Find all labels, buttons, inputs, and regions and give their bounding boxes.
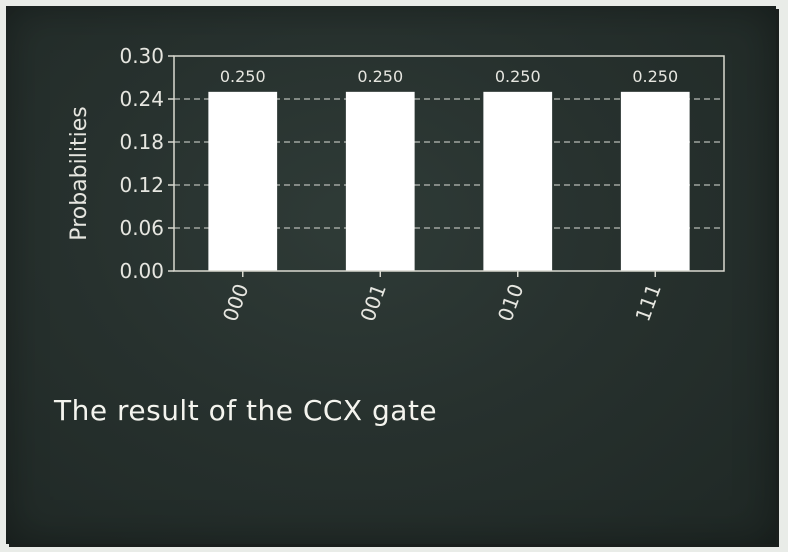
- bar-111: [620, 91, 690, 271]
- data-label: 0.250: [357, 67, 403, 86]
- x-tick-label: 000: [218, 281, 254, 325]
- y-tick-label: 0.12: [119, 173, 164, 197]
- y-tick-label: 0.00: [119, 259, 164, 283]
- x-tick-label: 111: [630, 281, 666, 325]
- plot-frame: [173, 55, 725, 272]
- axes: [173, 55, 725, 272]
- bars: [208, 91, 690, 271]
- bar-001: [345, 91, 415, 271]
- y-tick-label: 0.18: [119, 130, 164, 154]
- bar-chart: 0.250 0.250 0.250 0.250 0.00 0.06 0.12 0.18 0.2…: [67, 44, 725, 325]
- x-tick-label: 001: [355, 281, 391, 325]
- y-tick-label: 0.24: [119, 87, 164, 111]
- data-labels: 0.250 0.250 0.250 0.250: [220, 67, 678, 86]
- y-tick-label: 0.30: [119, 44, 164, 68]
- chalkboard: 0.250 0.250 0.250 0.250 0.00 0.06 0.12 0.18 0.2…: [6, 6, 776, 544]
- caption-text: The result of the CCX gate: [54, 394, 438, 427]
- x-tick-label: 010: [493, 281, 529, 325]
- bar-000: [208, 91, 278, 271]
- data-label: 0.250: [220, 67, 266, 86]
- y-tick-label: 0.06: [119, 216, 164, 240]
- y-axis-label: Probabilities: [67, 106, 92, 240]
- y-ticks: 0.00 0.06 0.12 0.18 0.24 0.30: [119, 44, 174, 283]
- data-label: 0.250: [632, 67, 678, 86]
- bar-010: [483, 91, 553, 271]
- x-ticks: 000 001 010 111: [218, 271, 666, 325]
- data-label: 0.250: [495, 67, 541, 86]
